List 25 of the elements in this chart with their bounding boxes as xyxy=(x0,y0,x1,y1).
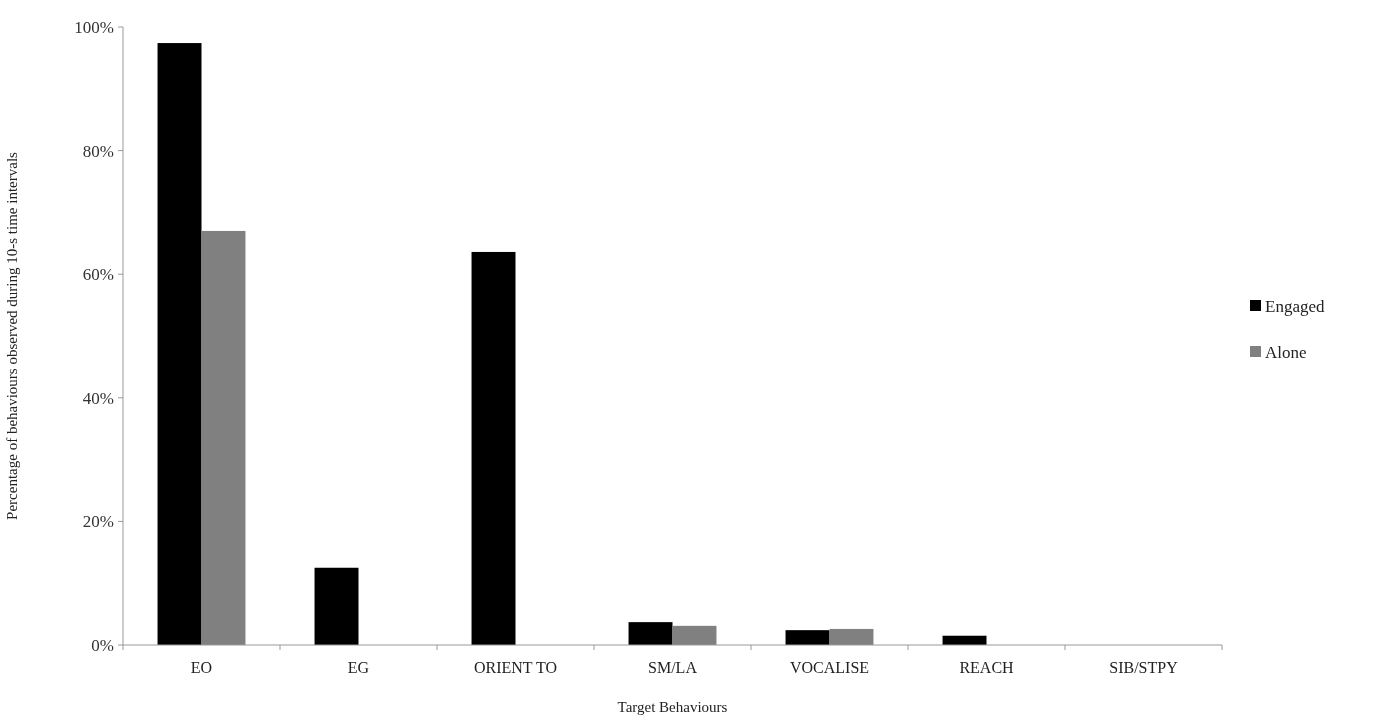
bar xyxy=(672,625,717,645)
y-tick-label: 100% xyxy=(74,17,114,37)
x-tick-label: SIB/STPY xyxy=(1109,659,1179,676)
x-tick-label: VOCALISE xyxy=(789,659,870,676)
y-tick-label: 0% xyxy=(91,635,114,655)
bar xyxy=(471,251,516,645)
x-tick-label: EO xyxy=(190,659,213,676)
x-tick-label: SM/LA xyxy=(648,659,698,676)
x-axis-title: Target Behaviours xyxy=(617,699,728,715)
y-axis-title: Percentage of behaviours observed during 10-s time intervals xyxy=(4,151,20,520)
x-tick-label: ORIENT TO xyxy=(473,659,558,676)
bar xyxy=(785,630,830,645)
y-tick-label: 60% xyxy=(82,265,114,285)
bar xyxy=(201,230,246,645)
legend-label: Alone xyxy=(1265,342,1307,362)
bar xyxy=(829,628,874,645)
x-tick-label: EG xyxy=(347,659,370,676)
y-tick-label: 20% xyxy=(82,512,114,532)
bar xyxy=(628,622,673,645)
x-tick-label: REACH xyxy=(959,659,1015,676)
y-tick-label: 40% xyxy=(82,388,114,408)
legend-label: Engaged xyxy=(1265,296,1325,316)
y-tick-label: 80% xyxy=(82,141,114,161)
bar xyxy=(157,43,202,645)
bar xyxy=(314,567,359,645)
